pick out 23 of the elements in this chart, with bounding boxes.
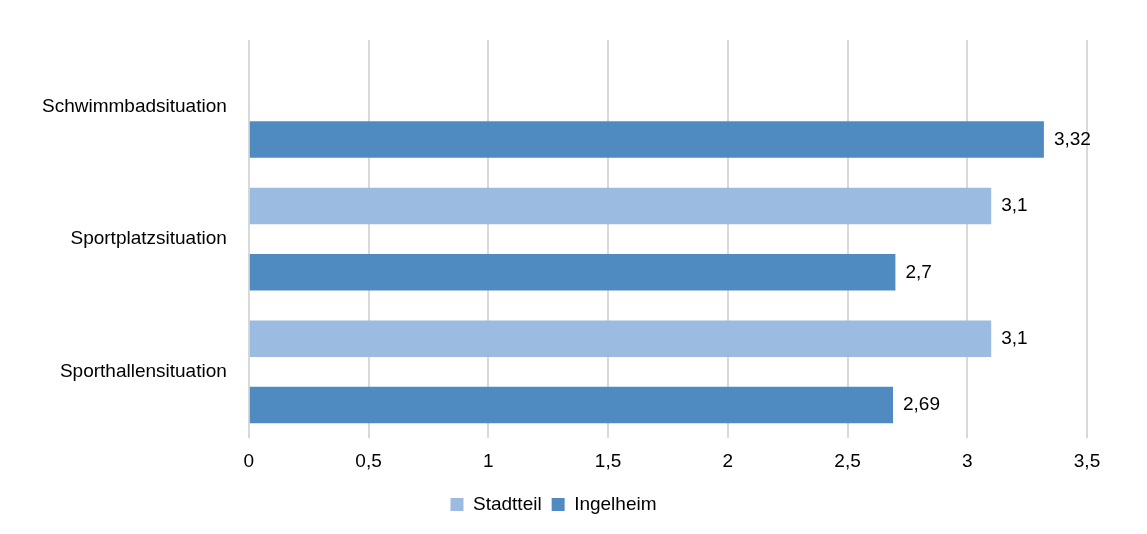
x-tick-label: 3 (961, 449, 973, 471)
bar (249, 254, 896, 291)
legend-label: Stadtteil (472, 492, 542, 514)
data-label: 2,69 (903, 393, 940, 415)
data-label: 2,7 (905, 260, 932, 282)
bar (249, 386, 894, 424)
legend-label: Ingelheim (574, 492, 657, 514)
x-tick-label: 2 (722, 449, 734, 471)
bar (249, 320, 992, 357)
x-tick-label: 1,5 (594, 449, 622, 471)
y-tick-label: Sportplatzsituation (70, 227, 227, 249)
x-tick-label: 3,5 (1073, 449, 1101, 471)
data-label: 3,1 (1001, 194, 1028, 216)
data-label: 3,32 (1053, 127, 1091, 149)
x-tick-label: 0 (243, 449, 255, 471)
bar (249, 121, 1044, 158)
x-tick-label: 0,5 (355, 449, 382, 471)
bar (249, 187, 992, 225)
data-label: 3,1 (1001, 326, 1028, 348)
y-tick-label: Schwimmbadsituation (41, 94, 227, 116)
x-tick-label: 2,5 (834, 449, 861, 471)
x-tick-label: 1 (483, 449, 494, 471)
y-tick-label: Sporthallensituation (59, 360, 227, 382)
